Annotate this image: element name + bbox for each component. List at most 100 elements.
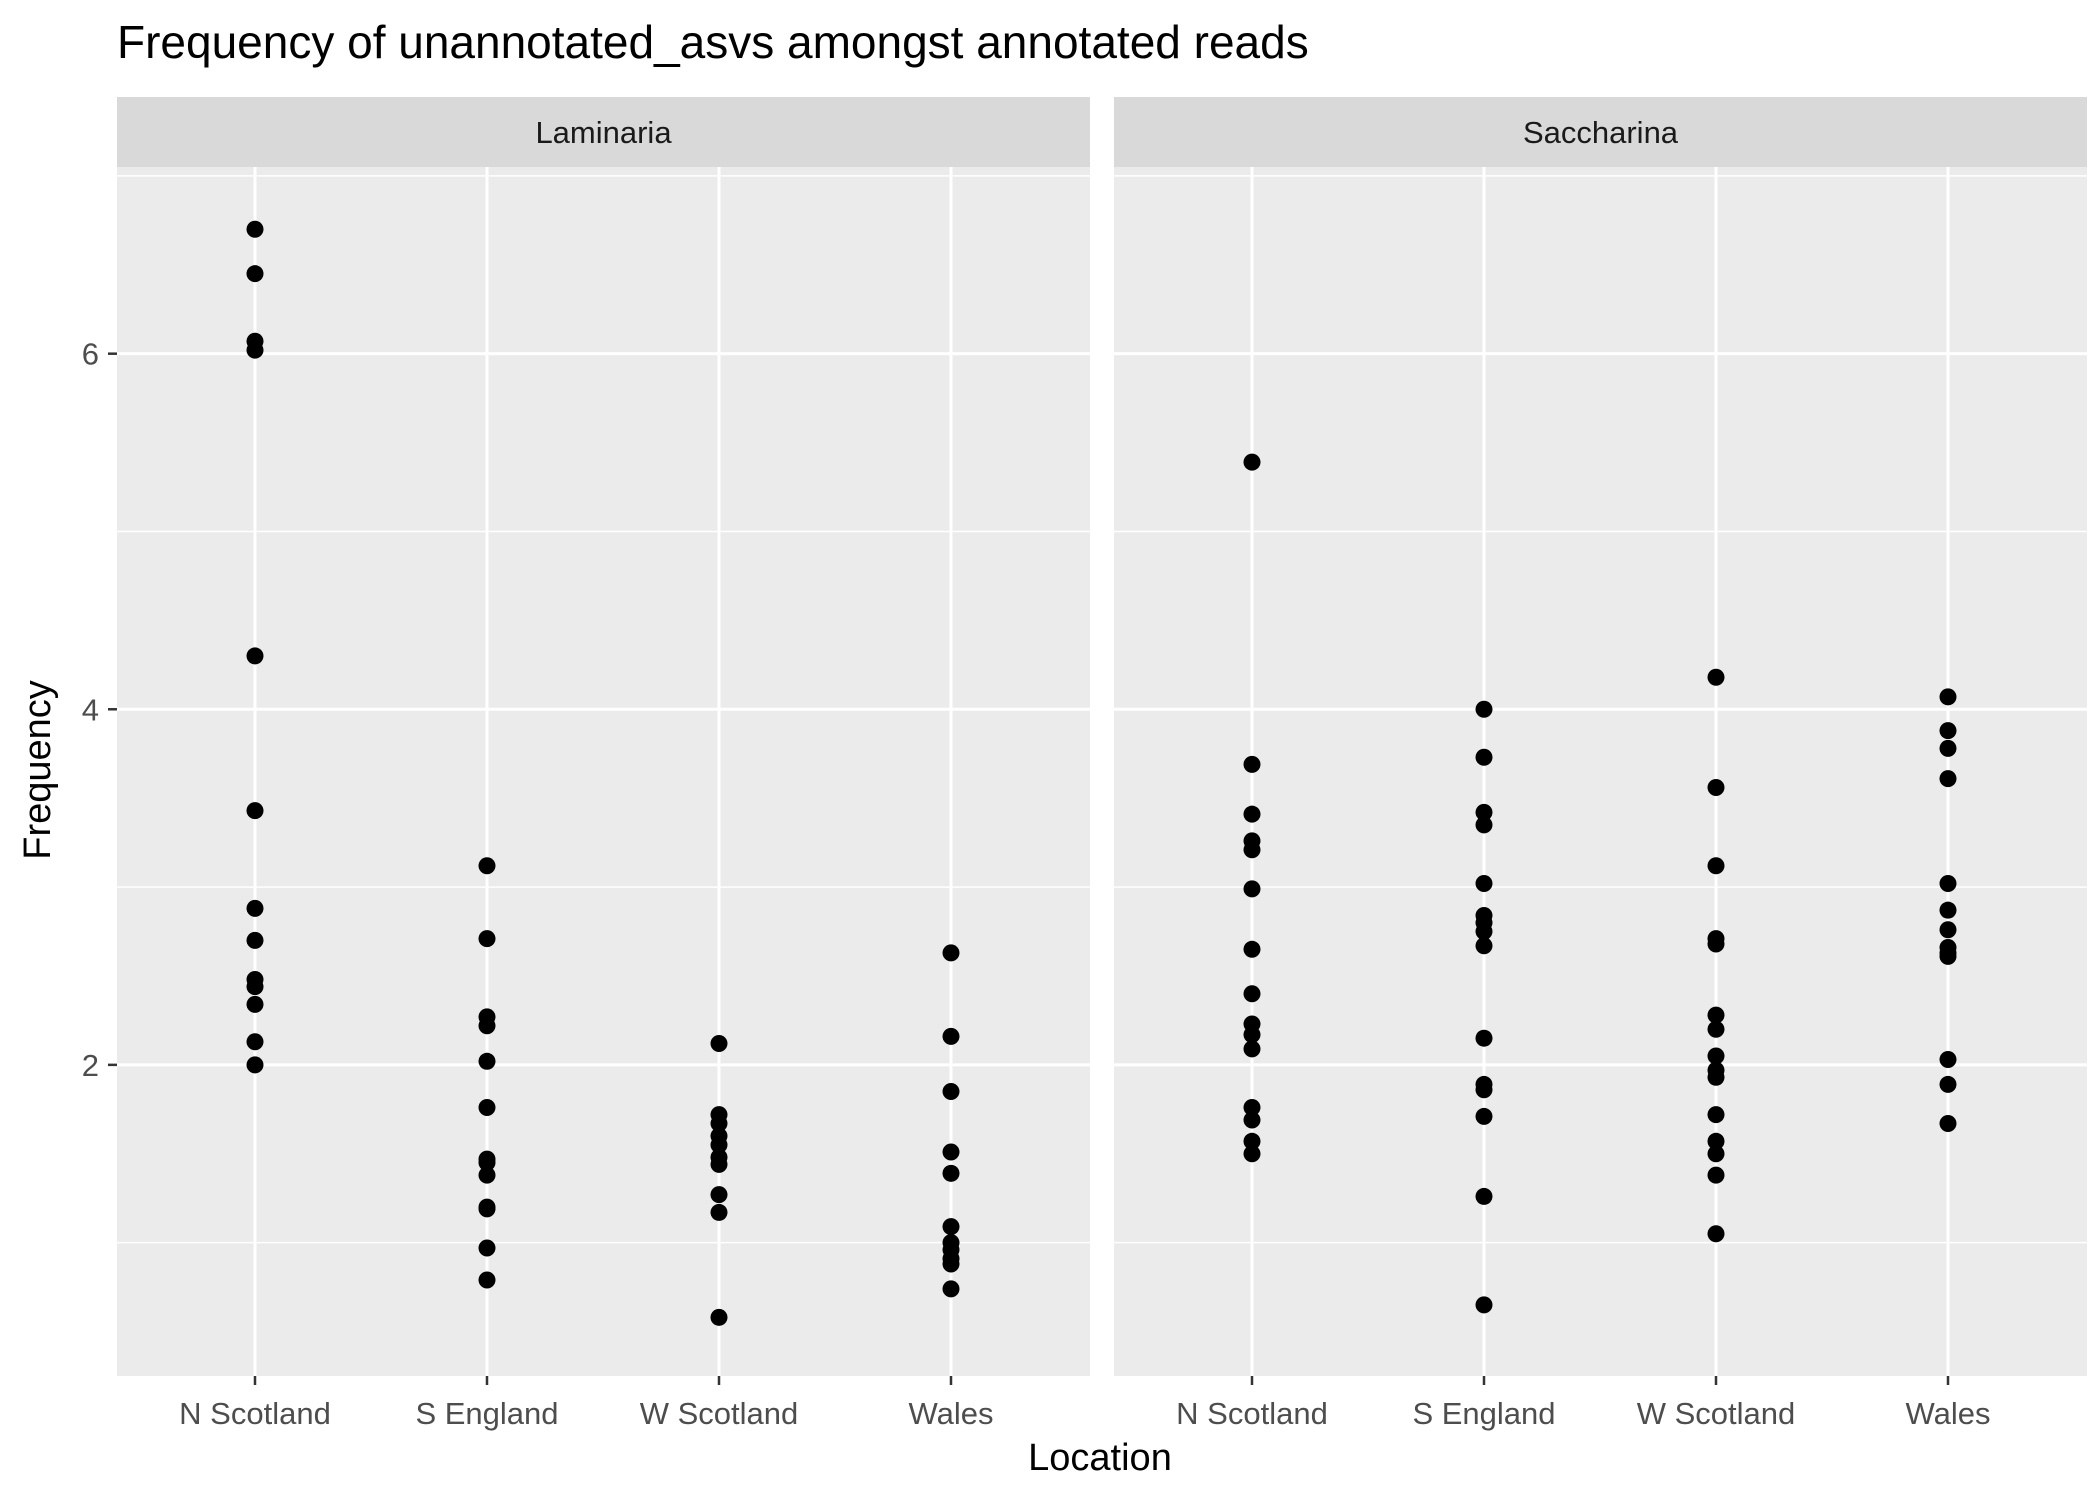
data-point-laminaria-s-england [478, 1052, 496, 1070]
data-point-saccharina-s-england [1475, 937, 1493, 955]
data-point-saccharina-wales [1939, 1051, 1957, 1069]
data-point-saccharina-s-england [1475, 748, 1493, 766]
x-tick-label-s-england: S England [1412, 1396, 1555, 1431]
facet-strip-label: Saccharina [1523, 115, 1679, 150]
data-point-saccharina-w-scotland [1707, 1132, 1725, 1150]
x-tick-label-wales: Wales [1906, 1396, 1991, 1431]
data-point-laminaria-wales [942, 1164, 960, 1182]
data-point-saccharina-w-scotland [1707, 935, 1725, 953]
data-point-laminaria-wales [942, 1255, 960, 1273]
data-point-saccharina-s-england [1475, 1296, 1493, 1314]
data-point-saccharina-wales [1939, 1075, 1957, 1093]
data-point-laminaria-n-scotland [246, 265, 264, 283]
data-point-saccharina-wales [1939, 921, 1957, 939]
x-tick-label-n-scotland: N Scotland [179, 1396, 331, 1431]
data-point-laminaria-wales [942, 1218, 960, 1236]
panel-background [117, 167, 1090, 1376]
data-point-laminaria-s-england [478, 1154, 496, 1172]
y-tick-label: 6 [82, 337, 99, 372]
data-point-saccharina-s-england [1475, 1107, 1493, 1125]
data-point-laminaria-s-england [478, 1200, 496, 1218]
data-point-laminaria-wales [942, 1027, 960, 1045]
data-point-saccharina-n-scotland [1243, 1099, 1261, 1117]
data-point-saccharina-n-scotland [1243, 755, 1261, 773]
data-point-saccharina-w-scotland [1707, 1225, 1725, 1243]
data-point-saccharina-w-scotland [1707, 1145, 1725, 1163]
data-point-saccharina-w-scotland [1707, 1166, 1725, 1184]
data-point-saccharina-wales [1939, 739, 1957, 757]
data-point-laminaria-n-scotland [246, 1056, 264, 1074]
panels-layer: Laminaria N Scotland S England W Scotland Wa… [117, 97, 2087, 1431]
data-point-laminaria-s-england [478, 1166, 496, 1184]
data-point-saccharina-wales [1939, 770, 1957, 788]
y-axis-title: Frequency [17, 680, 59, 860]
data-point-saccharina-n-scotland [1243, 1145, 1261, 1163]
data-point-laminaria-w-scotland [710, 1035, 728, 1053]
data-point-saccharina-wales [1939, 875, 1957, 893]
data-point-saccharina-w-scotland [1707, 668, 1725, 686]
y-tick-label: 4 [82, 692, 99, 727]
data-point-laminaria-s-england [478, 1099, 496, 1117]
data-point-laminaria-n-scotland [246, 931, 264, 949]
data-point-saccharina-w-scotland [1707, 1106, 1725, 1124]
data-point-saccharina-wales [1939, 947, 1957, 965]
data-point-saccharina-w-scotland [1707, 1068, 1725, 1086]
data-point-laminaria-n-scotland [246, 995, 264, 1013]
data-point-laminaria-n-scotland [246, 1033, 264, 1051]
y-tick-label: 2 [82, 1048, 99, 1083]
data-point-saccharina-s-england [1475, 1029, 1493, 1047]
data-point-saccharina-w-scotland [1707, 779, 1725, 797]
facet-strip-label: Laminaria [535, 115, 672, 150]
data-point-saccharina-s-england [1475, 700, 1493, 718]
data-point-laminaria-wales [942, 944, 960, 962]
x-tick-label-s-england: S England [415, 1396, 558, 1431]
data-point-laminaria-w-scotland [710, 1155, 728, 1173]
data-point-saccharina-wales [1939, 901, 1957, 919]
data-point-saccharina-s-england [1475, 803, 1493, 821]
data-point-laminaria-s-england [478, 930, 496, 948]
data-point-saccharina-n-scotland [1243, 940, 1261, 958]
data-point-saccharina-n-scotland [1243, 1111, 1261, 1129]
data-point-saccharina-wales [1939, 722, 1957, 740]
data-point-saccharina-n-scotland [1243, 880, 1261, 898]
data-point-saccharina-s-england [1475, 816, 1493, 834]
data-point-saccharina-n-scotland [1243, 1040, 1261, 1058]
facet-strip [117, 97, 1090, 167]
data-point-saccharina-w-scotland [1707, 1047, 1725, 1065]
data-point-saccharina-wales [1939, 1115, 1957, 1133]
data-point-saccharina-n-scotland [1243, 453, 1261, 471]
y-axis: 2 4 6 [82, 337, 117, 1083]
data-point-laminaria-s-england [478, 1271, 496, 1289]
data-point-laminaria-n-scotland [246, 220, 264, 238]
data-point-saccharina-n-scotland [1243, 841, 1261, 859]
x-axis-title: Location [1028, 1437, 1172, 1479]
data-point-laminaria-n-scotland [246, 899, 264, 917]
data-point-saccharina-n-scotland [1243, 1026, 1261, 1044]
data-point-laminaria-n-scotland [246, 802, 264, 820]
panel-saccharina: Saccharina N Scotland S England W Scotland W… [1114, 97, 2087, 1431]
facet-strip [1114, 97, 2087, 167]
data-point-saccharina-wales [1939, 688, 1957, 706]
panel-laminaria: Laminaria N Scotland S England W Scotland Wa… [117, 97, 1090, 1431]
data-point-laminaria-w-scotland [710, 1136, 728, 1154]
data-point-saccharina-n-scotland [1243, 1132, 1261, 1150]
x-tick-label-n-scotland: N Scotland [1176, 1396, 1328, 1431]
data-point-saccharina-s-england [1475, 1187, 1493, 1205]
chart-title: Frequency of unannotated_asvs amongst an… [117, 16, 1309, 68]
data-point-laminaria-n-scotland [246, 647, 264, 665]
x-tick-label-wales: Wales [909, 1396, 994, 1431]
data-point-saccharina-s-england [1475, 923, 1493, 941]
data-point-laminaria-wales [942, 1280, 960, 1298]
data-point-saccharina-w-scotland [1707, 1006, 1725, 1024]
data-point-laminaria-n-scotland [246, 978, 264, 996]
data-point-laminaria-w-scotland [710, 1115, 728, 1133]
data-point-laminaria-wales [942, 1083, 960, 1101]
data-point-saccharina-w-scotland [1707, 857, 1725, 875]
data-point-saccharina-n-scotland [1243, 985, 1261, 1003]
data-point-saccharina-n-scotland [1243, 805, 1261, 823]
data-point-laminaria-s-england [478, 857, 496, 875]
data-point-laminaria-w-scotland [710, 1203, 728, 1221]
x-tick-label-w-scotland: W Scotland [1637, 1396, 1796, 1431]
data-point-laminaria-n-scotland [246, 341, 264, 359]
